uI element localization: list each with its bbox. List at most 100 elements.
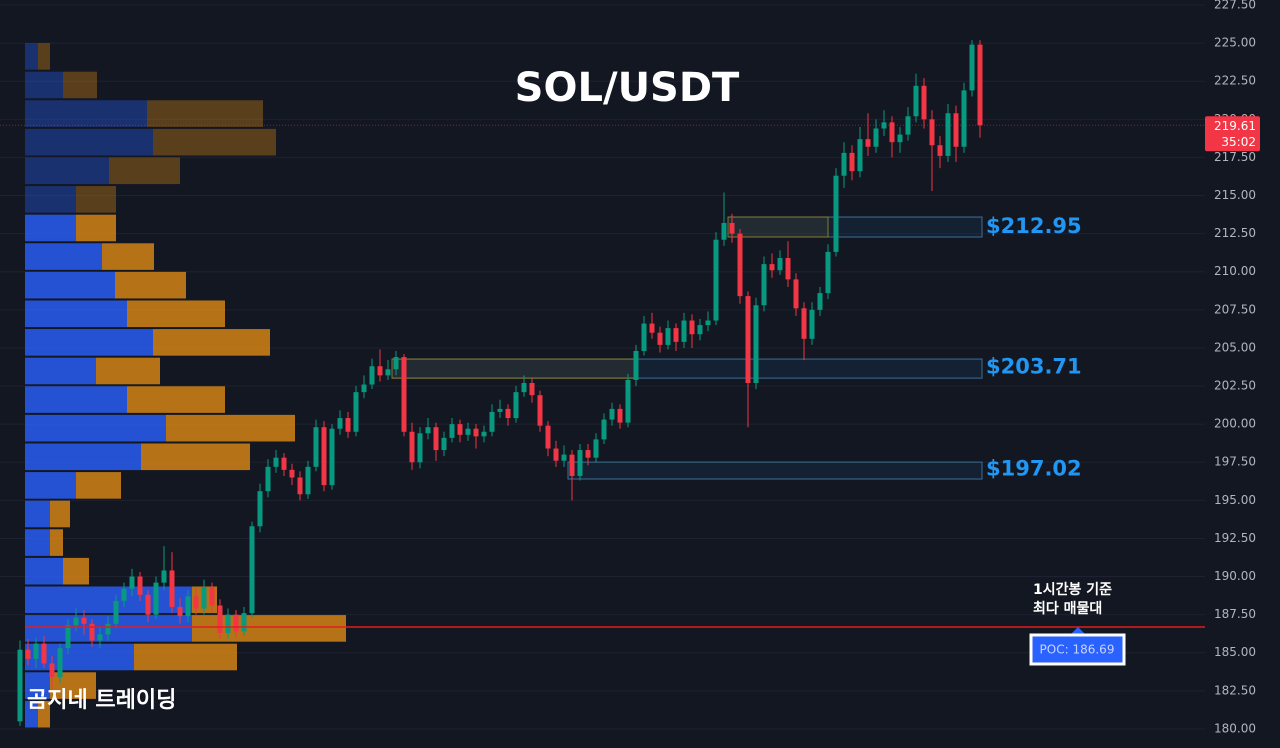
candle-body [921, 85, 927, 120]
profile-sell [50, 500, 70, 528]
profile-buy [25, 472, 76, 499]
candle-body [929, 119, 935, 146]
candle-body [353, 392, 359, 432]
candle-body [361, 384, 367, 393]
y-tick-label: 225.00 [1214, 36, 1256, 50]
profile-sell [38, 700, 50, 728]
chart-title: SOL/USDT [515, 65, 740, 111]
candle-body [33, 643, 39, 659]
zone-label: $212.95 [986, 214, 1082, 238]
candle-body [833, 175, 839, 252]
candle-body [489, 411, 495, 432]
candle-body [185, 596, 191, 617]
candle-body [113, 600, 119, 624]
profile-buy [25, 329, 153, 356]
candle-body [745, 296, 751, 383]
candle-body [377, 366, 383, 376]
candle-body [417, 433, 423, 463]
candle-body [329, 428, 335, 486]
candle-body [465, 428, 471, 435]
y-tick-label: 210.00 [1214, 264, 1256, 278]
profile-sell [147, 100, 263, 127]
candle-body [81, 617, 87, 624]
candle-body [305, 466, 311, 495]
candle-body [121, 588, 127, 601]
candle-body [409, 431, 415, 463]
candle-body [153, 582, 159, 615]
candle-body [673, 328, 679, 342]
candle-body [849, 152, 855, 172]
candle-body [105, 623, 111, 635]
candle-body [41, 643, 47, 664]
candle-body [769, 264, 775, 271]
candle-body [617, 408, 623, 423]
y-tick-label: 207.50 [1214, 302, 1256, 316]
profile-sell [63, 71, 97, 99]
profile-sell [153, 329, 270, 356]
candle-body [777, 258, 783, 271]
y-tick-label: 190.00 [1214, 569, 1256, 583]
candle-body [577, 450, 583, 476]
candle-body [969, 44, 975, 91]
last-price-badge [1205, 116, 1260, 152]
profile-sell [76, 472, 121, 499]
poc-pointer [1071, 626, 1085, 634]
candle-body [705, 320, 711, 326]
candle-body [401, 357, 407, 432]
profile-buy [25, 214, 76, 242]
candle-body [209, 587, 215, 606]
candle-body [265, 466, 271, 492]
candle-body [569, 454, 575, 476]
candle-body [241, 613, 247, 632]
candle-body [161, 570, 167, 583]
y-tick-label: 205.00 [1214, 340, 1256, 354]
candle-body [897, 134, 903, 143]
candle-body [553, 448, 559, 461]
candle-body [793, 279, 799, 309]
candle-body [953, 113, 959, 147]
profile-sell [127, 386, 225, 413]
profile-sell [141, 443, 250, 471]
profile-buy [25, 100, 147, 127]
candle-body [17, 649, 23, 722]
candle-body [385, 369, 391, 376]
candle-body [601, 419, 607, 440]
candle-body [625, 379, 631, 423]
zone-label: $197.02 [986, 457, 1082, 481]
zone-highlight [391, 358, 637, 379]
profile-buy [25, 243, 102, 270]
candle-body [801, 308, 807, 339]
candle-body [129, 576, 135, 589]
candle-body [513, 392, 519, 419]
candle-body [73, 617, 79, 626]
candle-body [169, 570, 175, 608]
candle-body [641, 323, 647, 351]
candle-body [313, 427, 319, 467]
candle-body [537, 395, 543, 426]
profile-sell [76, 214, 116, 242]
profile-buy [25, 43, 38, 70]
candle-body [505, 408, 511, 419]
candle-body [857, 139, 863, 172]
candle-body [273, 457, 279, 467]
profile-buy [25, 500, 50, 528]
y-tick-label: 180.00 [1214, 721, 1256, 735]
candle-body [761, 264, 767, 306]
candle-body [289, 469, 295, 478]
profile-buy [25, 529, 50, 556]
profile-buy [25, 672, 50, 699]
candle-body [841, 152, 847, 176]
y-tick-label: 197.50 [1214, 455, 1256, 469]
y-tick-label: 212.50 [1214, 226, 1256, 240]
candle-body [593, 439, 599, 458]
candle-body [905, 116, 911, 135]
candle-body [137, 576, 143, 595]
candle-body [529, 382, 535, 396]
candle-body [337, 418, 343, 429]
candle-body [521, 382, 527, 393]
candle-body [633, 350, 639, 380]
profile-sell [50, 529, 63, 556]
candle-body [817, 293, 823, 310]
y-tick-label: 217.50 [1214, 150, 1256, 164]
y-tick-label: 222.50 [1214, 74, 1256, 88]
